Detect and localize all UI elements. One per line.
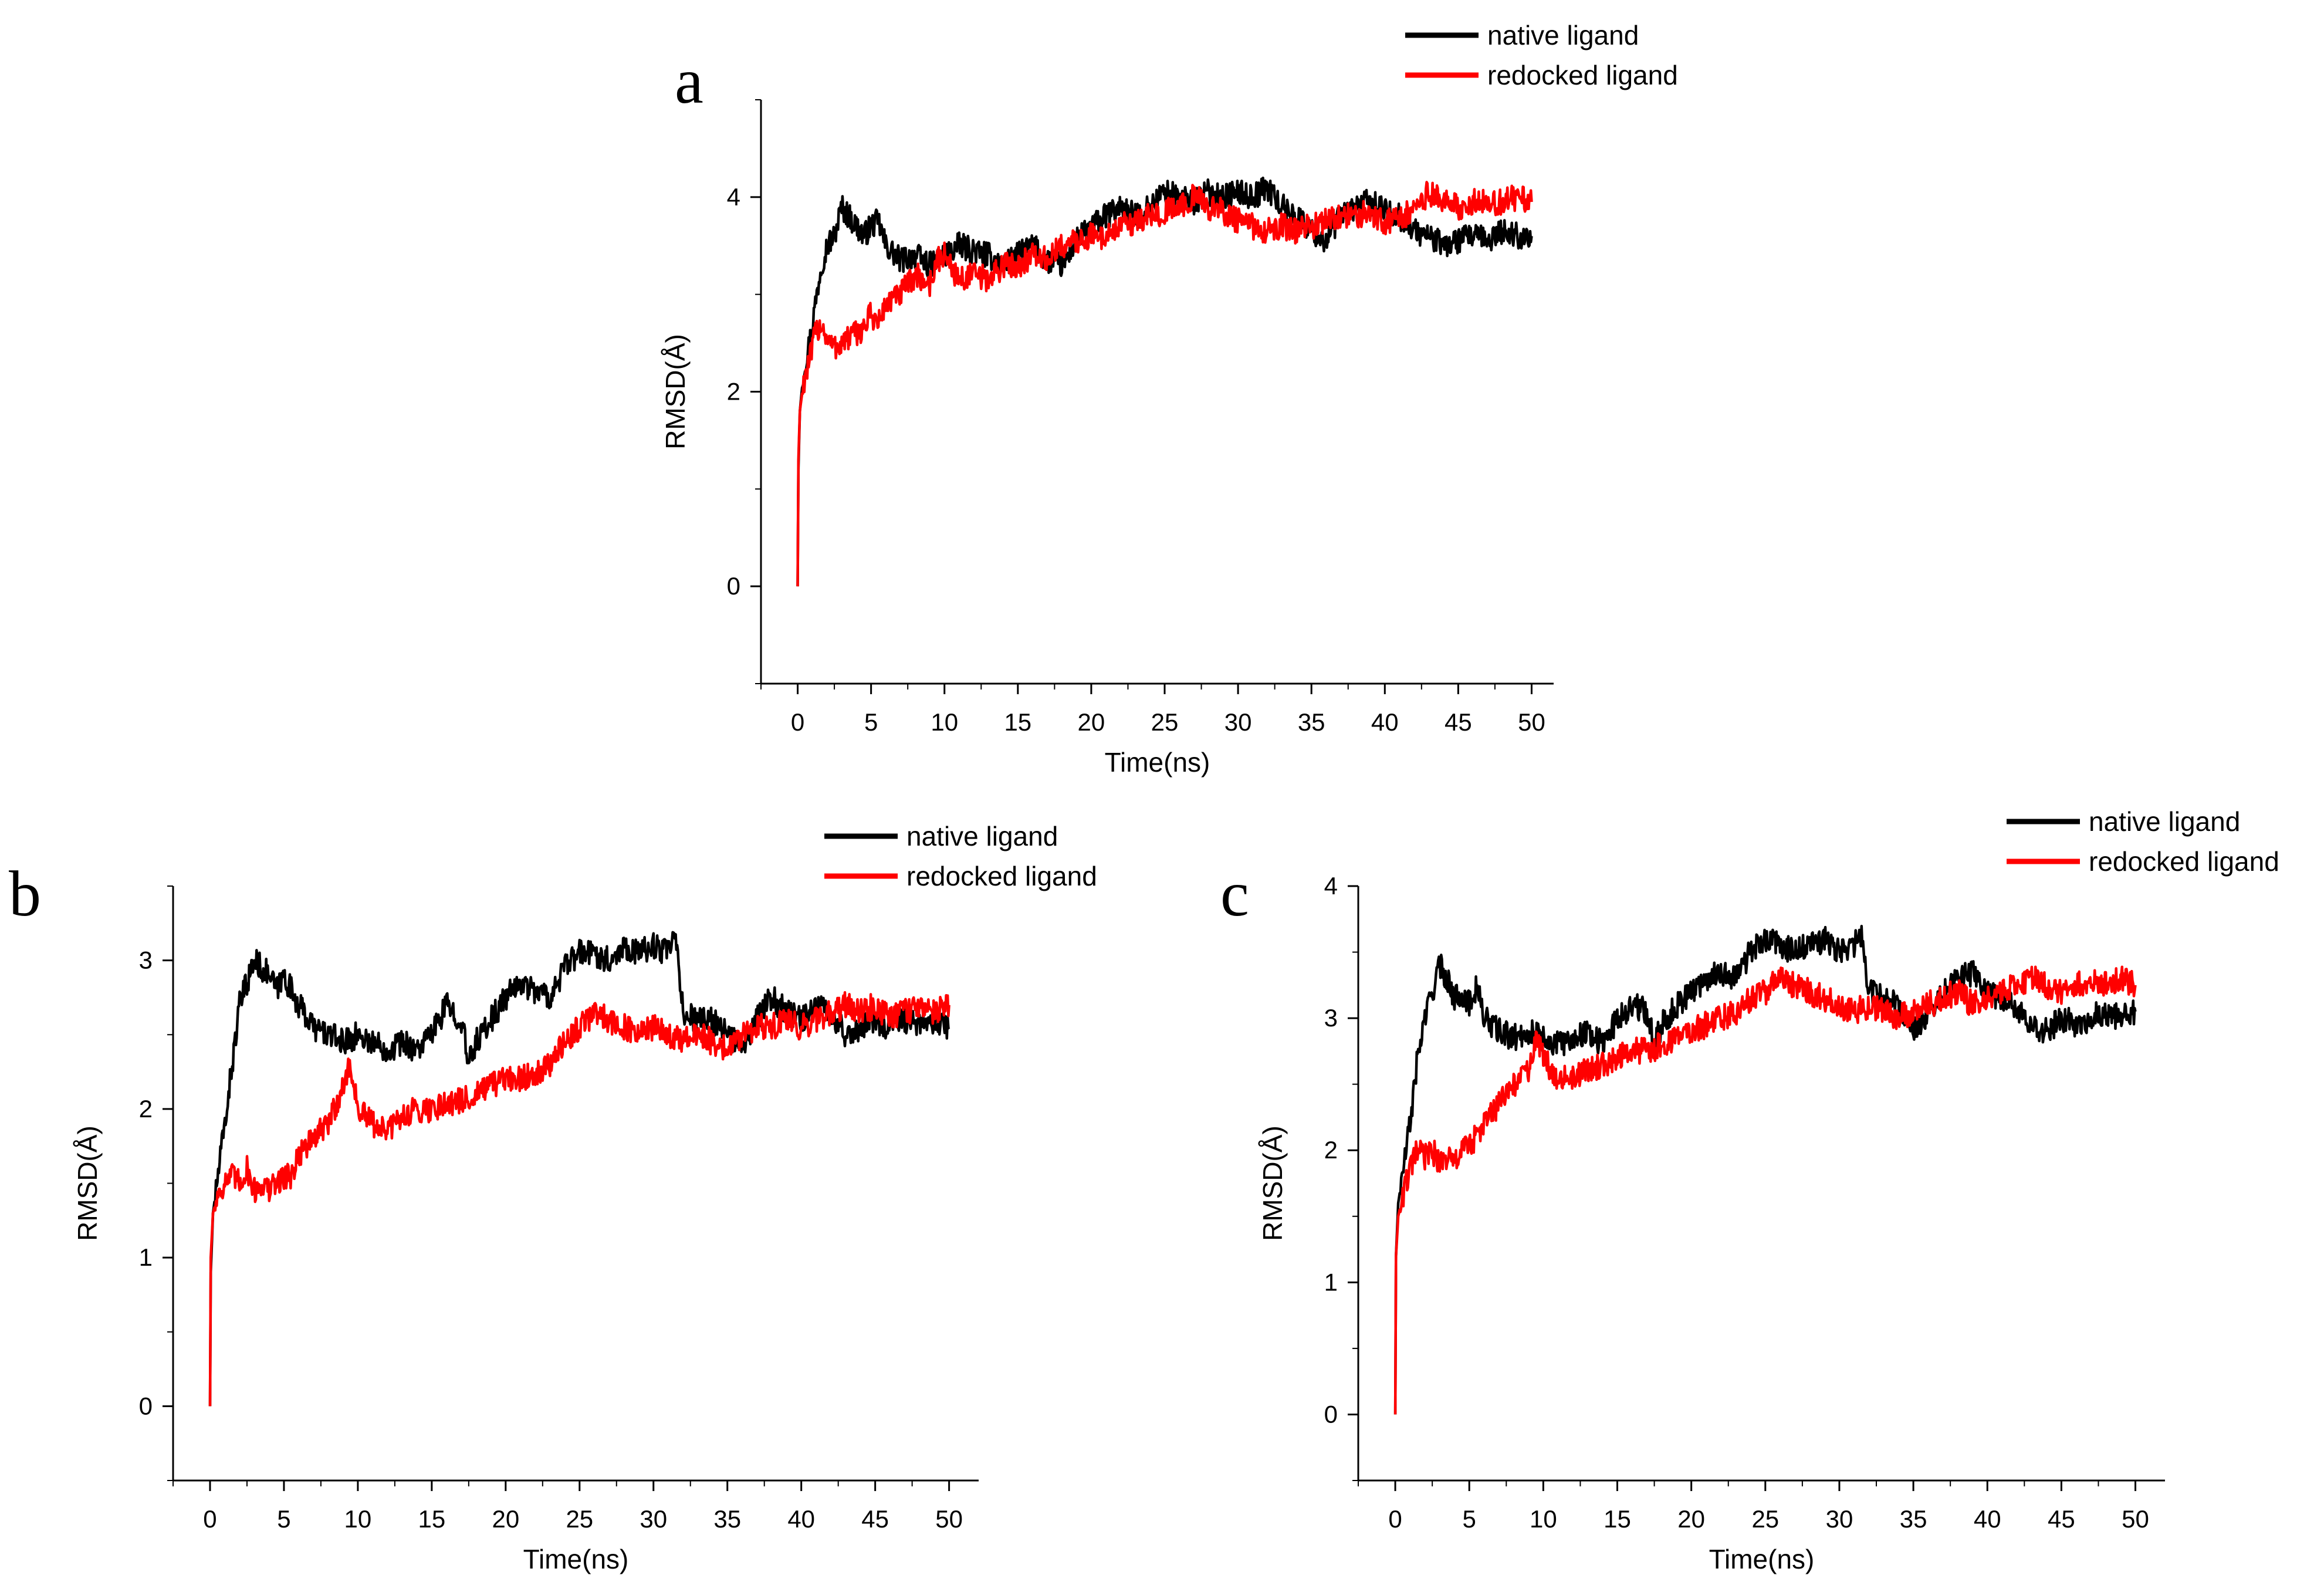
y-tick-label: 2: [139, 1095, 153, 1123]
x-tick-label: 10: [1530, 1505, 1557, 1533]
x-axis-label: Time(ns): [523, 1544, 629, 1574]
legend-label-redocked: redocked ligand: [1487, 60, 1678, 90]
x-tick-label: 15: [418, 1505, 446, 1533]
x-tick-label: 0: [791, 708, 804, 736]
x-tick-label: 5: [277, 1505, 290, 1533]
y-tick-label: 2: [1324, 1136, 1338, 1164]
y-tick-label: 3: [1324, 1004, 1338, 1032]
x-axis-label: Time(ns): [1105, 747, 1210, 778]
legend-label-native: native ligand: [906, 821, 1058, 851]
x-tick-label: 0: [1388, 1505, 1402, 1533]
x-tick-label: 35: [713, 1505, 741, 1533]
x-tick-label: 50: [2122, 1505, 2149, 1533]
x-axis-label: Time(ns): [1709, 1544, 1815, 1574]
x-tick-label: 20: [492, 1505, 519, 1533]
x-tick-label: 30: [1224, 708, 1252, 736]
x-tick-label: 45: [1445, 708, 1472, 736]
x-tick-label: 10: [931, 708, 958, 736]
x-tick-label: 0: [203, 1505, 216, 1533]
legend-label-native: native ligand: [2089, 806, 2240, 837]
x-tick-label: 25: [1751, 1505, 1779, 1533]
y-axis-label: RMSD(Å): [660, 334, 691, 449]
panel-b: b 0 5 10 15 20 25 30 35 40 45 50 0 1 2 3 Time(ns) RMSD(Å)…: [9, 821, 1097, 1574]
x-tick-label: 40: [1371, 708, 1399, 736]
x-tick-label: 35: [1900, 1505, 1927, 1533]
y-tick-label: 3: [139, 947, 153, 974]
x-tick-label: 30: [640, 1505, 667, 1533]
panel-letter-a: a: [675, 45, 703, 117]
panel-letter-b: b: [9, 858, 41, 929]
x-tick-label: 15: [1604, 1505, 1631, 1533]
x-tick-label: 5: [864, 708, 878, 736]
x-tick-label: 50: [935, 1505, 963, 1533]
x-tick-label: 40: [1974, 1505, 2001, 1533]
y-axis-label: RMSD(Å): [1257, 1125, 1288, 1241]
x-tick-label: 30: [1826, 1505, 1853, 1533]
series-line-redocked: [796, 181, 1533, 587]
y-axis-label: RMSD(Å): [72, 1125, 103, 1241]
series-line-native: [1393, 925, 2137, 1415]
y-tick-label: 1: [1324, 1268, 1338, 1296]
x-tick-label: 20: [1677, 1505, 1705, 1533]
y-tick-label: 2: [727, 378, 740, 405]
y-tick-label: 4: [1324, 872, 1338, 900]
x-tick-label: 25: [566, 1505, 593, 1533]
legend-label-redocked: redocked ligand: [2089, 846, 2279, 877]
x-tick-label: 45: [861, 1505, 889, 1533]
series-line-native: [796, 176, 1533, 587]
panel-c: c 0 5 10 15 20 25 30 35 40 45 50 0 1 2 3 4 Time(ns) RMSD(Å…: [1220, 806, 2279, 1574]
x-tick-label: 10: [344, 1505, 372, 1533]
y-tick-label: 0: [139, 1392, 153, 1419]
x-tick-label: 40: [787, 1505, 815, 1533]
series-line-redocked: [1393, 965, 2137, 1415]
x-tick-label: 50: [1518, 708, 1545, 736]
x-tick-label: 20: [1078, 708, 1105, 736]
x-tick-label: 35: [1298, 708, 1325, 736]
x-tick-label: 5: [1463, 1505, 1476, 1533]
y-tick-label: 0: [727, 572, 740, 600]
y-tick-label: 4: [727, 183, 740, 211]
x-tick-label: 45: [2048, 1505, 2075, 1533]
y-tick-label: 1: [139, 1243, 153, 1271]
x-tick-label: 15: [1004, 708, 1031, 736]
panel-a: a 0 5 10 15 20 25 30 35 40 45 50 0 2 4 Time(ns) RMSD(Å) n…: [660, 20, 1678, 778]
panel-letter-c: c: [1220, 858, 1249, 929]
legend-label-redocked: redocked ligand: [906, 861, 1097, 891]
series-line-redocked: [208, 991, 950, 1407]
legend-label-native: native ligand: [1487, 20, 1639, 50]
x-tick-label: 25: [1151, 708, 1179, 736]
y-tick-label: 0: [1324, 1400, 1338, 1428]
